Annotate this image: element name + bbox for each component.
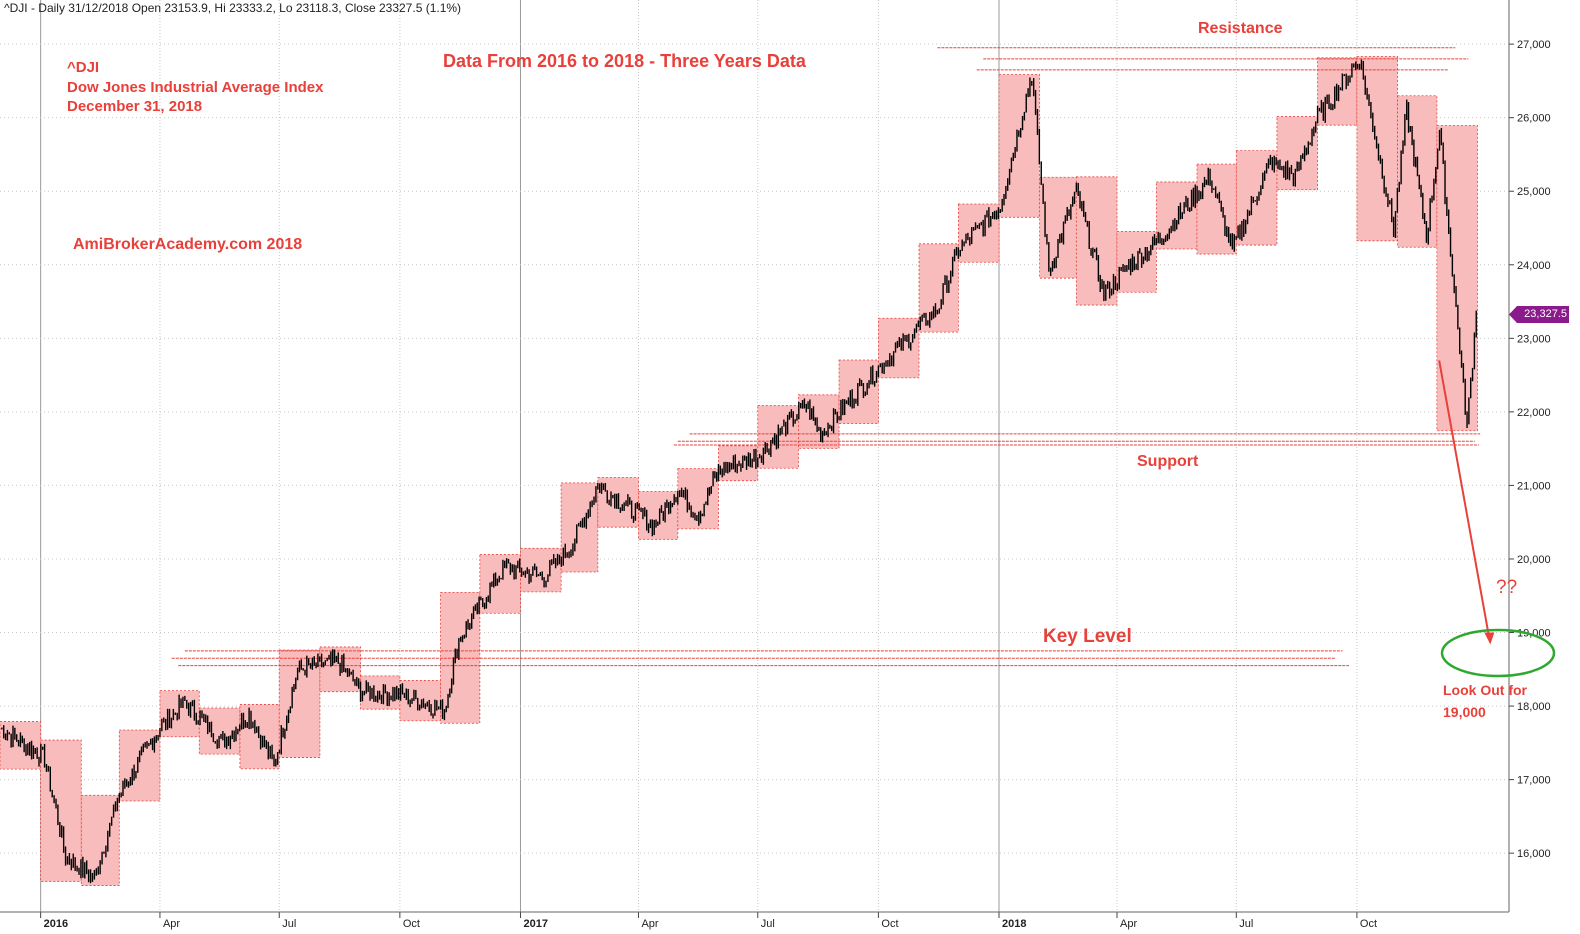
range-box xyxy=(1155,181,1198,250)
x-tick-label: Jul xyxy=(761,918,775,930)
projection-arrow xyxy=(1438,360,1491,639)
source-label: AmiBrokerAcademy.com 2018 xyxy=(73,236,303,253)
y-tick-label: 18,000 xyxy=(1517,701,1551,713)
range-box xyxy=(1116,230,1157,293)
y-tick-label: 22,000 xyxy=(1517,407,1551,419)
x-tick-label: Oct xyxy=(1360,918,1377,930)
resistance-label: Resistance xyxy=(1198,20,1283,37)
y-tick-label: 16,000 xyxy=(1517,848,1551,860)
level-lines xyxy=(171,47,1481,667)
x-tick-label: Jul xyxy=(1239,918,1253,930)
range-box xyxy=(1075,176,1118,306)
range-box xyxy=(838,359,879,424)
y-tick-label: 20,000 xyxy=(1517,554,1551,566)
lookout-value-label: 19,000 xyxy=(1443,704,1486,720)
range-box xyxy=(1356,56,1398,242)
chart-header: ^DJI - Daily 31/12/2018 Open 23153.9, Hi… xyxy=(4,1,462,15)
price-axis: 2016 Apr Jul Oct 2017 Apr Jul Oct 2018 Apr Jul Oct 1… xyxy=(0,0,1551,930)
range-boxes xyxy=(0,56,1478,886)
y-tick-label: 24,000 xyxy=(1517,260,1551,272)
y-tick-label: 27,000 xyxy=(1517,39,1551,51)
x-tick-label: Apr xyxy=(1120,918,1137,930)
y-tick-label: 21,000 xyxy=(1517,480,1551,492)
range-box xyxy=(319,646,361,693)
x-tick-label: Jul xyxy=(282,918,296,930)
last-price-tag: 23,327.5 xyxy=(1509,306,1569,323)
range-box xyxy=(718,445,759,482)
x-tick-label: 2016 xyxy=(44,918,68,930)
x-tick-label: 2017 xyxy=(523,918,547,930)
x-tick-label: 2018 xyxy=(1002,918,1026,930)
range-box xyxy=(1039,176,1077,279)
ticker-label: ^DJI xyxy=(67,59,100,76)
projection-markers xyxy=(1438,360,1556,678)
x-tick-label: Oct xyxy=(881,918,898,930)
x-tick-label: Oct xyxy=(403,918,420,930)
price-candles xyxy=(1,59,1477,884)
date-label: December 31, 2018 xyxy=(67,98,203,115)
chart-title: Data From 2016 to 2018 - Three Years Dat… xyxy=(443,51,806,71)
key-level-label: Key Level xyxy=(1043,626,1132,647)
lookout-label: Look Out for xyxy=(1443,682,1527,698)
range-box xyxy=(0,721,42,770)
range-box xyxy=(1196,163,1237,255)
range-box xyxy=(399,680,441,722)
y-tick-label: 26,000 xyxy=(1517,113,1551,125)
range-box xyxy=(1276,116,1318,191)
range-box xyxy=(560,482,599,573)
support-label: Support xyxy=(1137,453,1199,470)
y-tick-label: 17,000 xyxy=(1517,775,1551,787)
y-tick-label: 25,000 xyxy=(1517,186,1551,198)
y-tick-label: 19,000 xyxy=(1517,628,1551,640)
range-box xyxy=(877,317,920,379)
x-tick-label: Apr xyxy=(163,918,180,930)
arrow-head xyxy=(1484,632,1495,645)
y-tick-label: 23,000 xyxy=(1517,333,1551,345)
x-tick-label: Apr xyxy=(641,918,658,930)
index-name-label: Dow Jones Industrial Average Index xyxy=(67,79,324,96)
question-label: ?? xyxy=(1496,577,1518,598)
range-box xyxy=(798,394,840,449)
target-ellipse xyxy=(1440,628,1556,678)
